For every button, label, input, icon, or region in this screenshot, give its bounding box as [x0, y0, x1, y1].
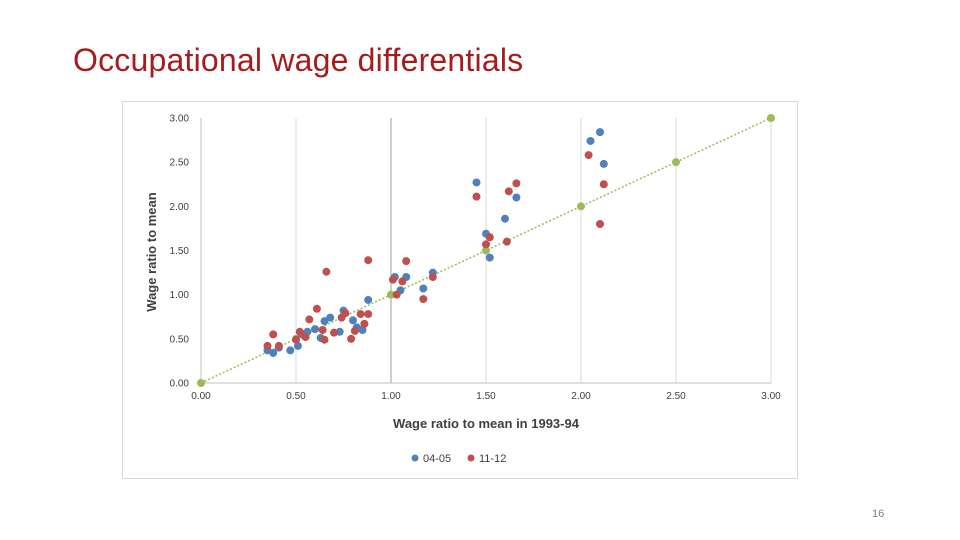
point-11-12	[504, 187, 513, 196]
point-11-12	[419, 295, 428, 304]
chart-axes	[200, 118, 771, 384]
point-11-12	[341, 309, 350, 318]
y-tick-label: 2.00	[170, 202, 190, 213]
point-04-05	[586, 136, 595, 145]
point-11-12	[364, 256, 373, 265]
slide-title: Occupational wage differentials	[73, 42, 524, 78]
point-04-05	[293, 341, 302, 350]
point-11-12	[512, 179, 521, 188]
point-11-12	[295, 327, 304, 336]
point-11-12	[392, 290, 401, 299]
point-11-12	[402, 257, 411, 266]
y-tick-label: 0.00	[170, 379, 190, 390]
y-tick-label: 1.00	[170, 290, 190, 301]
point-11-12	[322, 267, 331, 276]
x-tick-labels: 0.00 0.50 1.00 1.50 2.00 2.50 3.00	[191, 391, 781, 402]
point-11-12	[347, 334, 356, 343]
point-11-12	[364, 310, 373, 319]
point-11-12	[312, 304, 321, 313]
point-11-12	[269, 330, 278, 339]
point-11-12	[596, 220, 604, 228]
x-tick-label: 0.50	[286, 391, 306, 402]
point-04-05	[472, 178, 481, 187]
point-11-12	[428, 273, 437, 281]
point-11-12	[320, 335, 329, 344]
reference-point	[672, 158, 680, 167]
y-axis-title: Wage ratio to mean	[144, 192, 159, 311]
point-11-12	[263, 341, 272, 350]
point-04-05	[512, 193, 521, 202]
point-11-12	[274, 341, 283, 350]
x-tick-label: 2.00	[571, 391, 591, 402]
point-11-12	[502, 237, 511, 246]
x-tick-label: 2.50	[666, 391, 686, 402]
x-tick-label: 1.00	[381, 391, 401, 402]
chart-grid	[295, 118, 772, 383]
point-04-05	[326, 313, 335, 322]
y-tick-labels: 0.00 0.50 1.00 1.50 2.00 2.50 3.00	[170, 114, 190, 390]
point-11-12	[398, 277, 407, 286]
point-04-05	[358, 326, 367, 334]
reference-point	[482, 246, 490, 255]
y-tick-label: 0.50	[170, 334, 190, 345]
point-04-05	[286, 346, 295, 355]
reference-point	[577, 202, 585, 211]
legend-label-11-12: 11-12	[479, 453, 506, 465]
point-04-05	[269, 348, 278, 357]
point-04-05	[311, 325, 319, 334]
y-tick-label: 3.00	[170, 114, 190, 125]
x-tick-label: 3.00	[761, 391, 781, 402]
scatter-chart: 0.00 0.50 1.00 1.50 2.00 2.50 3.00 0.00 0.50 1.0…	[144, 114, 781, 466]
point-11-12	[599, 180, 608, 189]
point-11-12	[330, 328, 338, 337]
series-04-05	[263, 128, 608, 357]
point-04-05	[599, 159, 608, 168]
data-points	[263, 128, 608, 357]
point-04-05	[596, 128, 604, 137]
chart-legend: 04-05 11-12	[411, 453, 506, 465]
point-04-05	[320, 317, 329, 326]
point-04-05	[501, 214, 509, 223]
series-11-12	[263, 151, 608, 350]
y-tick-label: 2.50	[170, 158, 190, 169]
x-tick-label: 1.50	[476, 391, 496, 402]
reference-point	[387, 290, 395, 299]
y-tick-label: 1.50	[170, 246, 190, 257]
point-11-12	[318, 326, 327, 334]
point-11-12	[292, 335, 300, 344]
reference-point	[197, 379, 205, 387]
point-11-12	[485, 233, 494, 242]
chart-frame: 0.00 0.50 1.00 1.50 2.00 2.50 3.00 0.00 0.50 1.0…	[122, 101, 798, 479]
legend-marker-04-05	[411, 454, 419, 462]
reference-point	[767, 114, 775, 122]
point-11-12	[360, 319, 369, 328]
point-11-12	[482, 240, 490, 249]
point-04-05	[419, 284, 428, 293]
point-04-05	[364, 295, 373, 304]
point-11-12	[584, 151, 593, 160]
point-11-12	[472, 192, 481, 201]
point-11-12	[350, 326, 359, 335]
point-11-12	[301, 333, 310, 342]
point-11-12	[388, 275, 397, 284]
point-11-12	[305, 315, 314, 324]
point-11-12	[356, 310, 365, 319]
x-axis-title: Wage ratio to mean in 1993-94	[393, 416, 580, 431]
point-04-05	[485, 253, 494, 262]
page-number: 16	[872, 508, 885, 520]
point-04-05	[349, 316, 357, 325]
legend-label-04-05: 04-05	[423, 453, 451, 465]
legend-marker-11-12	[467, 454, 475, 462]
x-tick-label: 0.00	[191, 391, 211, 402]
